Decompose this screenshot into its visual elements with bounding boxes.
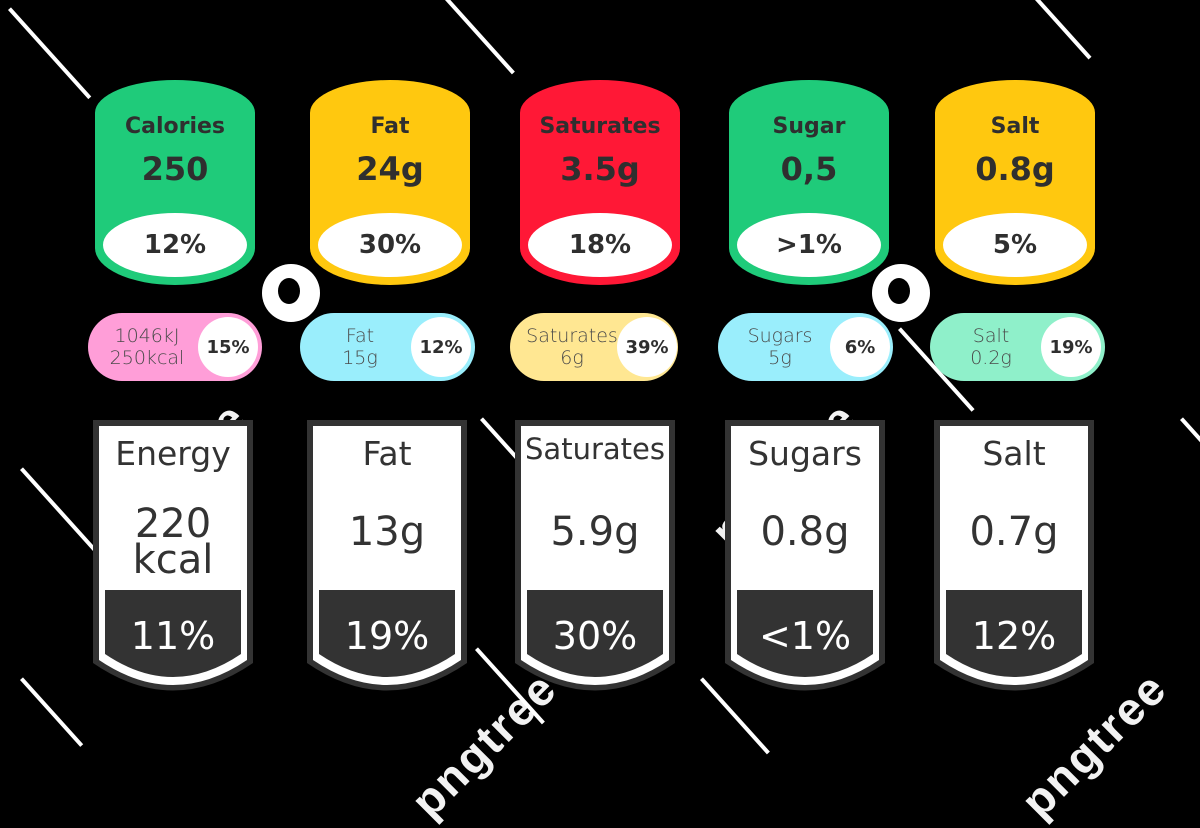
- percent-value: <1%: [758, 614, 852, 658]
- watermark-logo-icon: [262, 264, 320, 322]
- pill-label-saturates: Saturates 6g 39%: [510, 313, 678, 381]
- pill-label-salt: Salt 0.2g 19%: [930, 313, 1105, 381]
- traffic-label-saturates: Saturates 3.5g 18%: [520, 80, 680, 285]
- percent-circle: 6%: [830, 317, 890, 377]
- watermark-line: [8, 7, 92, 100]
- pill-line2: 6g: [560, 347, 584, 369]
- pill-line1: Sugars: [747, 325, 813, 347]
- shield-label-sugars: Sugars 0.8g <1%: [723, 418, 887, 702]
- nutrient-amount: 3.5g: [560, 150, 640, 188]
- percent-badge: 12%: [103, 213, 247, 277]
- percent-badge: 30%: [318, 213, 462, 277]
- watermark-line: [1180, 417, 1200, 480]
- pill-text: Sugars 5g: [718, 321, 842, 373]
- pill-text: Fat 15g: [300, 321, 420, 373]
- watermark-line: [445, 0, 515, 75]
- nutrient-amount: 220: [134, 501, 212, 547]
- pill-line1: Saturates: [526, 325, 618, 347]
- watermark-logo-icon: [872, 264, 930, 322]
- pill-label-sugars: Sugars 5g 6%: [718, 313, 893, 381]
- pill-line2: 0.2g: [970, 347, 1012, 369]
- nutrient-amount: 24g: [356, 150, 424, 188]
- shield-label-salt: Salt 0.7g 12%: [932, 418, 1096, 702]
- shield-label-energy: Energy 220 kcal 11%: [91, 418, 255, 702]
- traffic-label-salt: Salt 0.8g 5%: [935, 80, 1095, 285]
- pill-line1: Salt: [972, 325, 1010, 347]
- pill-line2: 15g: [342, 347, 378, 369]
- shield-shape: [934, 420, 1094, 691]
- nutrient-name: Energy: [115, 434, 231, 473]
- shield-label-saturates: Saturates 5.9g 30%: [513, 418, 677, 702]
- watermark-line: [20, 677, 84, 747]
- percent-circle: 12%: [411, 317, 471, 377]
- traffic-label-sugar: Sugar 0,5 >1%: [729, 80, 889, 285]
- shield-shape: [93, 420, 253, 691]
- nutrient-amount: 0,5: [780, 150, 838, 188]
- percent-circle: 15%: [198, 317, 258, 377]
- pill-line1: Fat: [345, 325, 375, 347]
- percent-circle: 39%: [617, 317, 677, 377]
- nutrient-unit: kcal: [132, 537, 214, 583]
- watermark-line: [1035, 0, 1092, 60]
- pill-text: 1046kJ 250kcal: [88, 321, 206, 373]
- shield-shape: [515, 420, 675, 691]
- nutrient-name: Fat: [370, 114, 410, 139]
- shield-shape: [307, 420, 467, 691]
- pill-text: Salt 0.2g: [930, 321, 1052, 373]
- nutrient-amount: 13g: [348, 509, 426, 555]
- nutrient-amount: 0.8g: [975, 150, 1055, 188]
- pill-line2: 5g: [768, 347, 792, 369]
- nutrient-name: Fat: [362, 434, 412, 473]
- nutrient-name: Sugars: [748, 434, 862, 473]
- percent-badge: 18%: [528, 213, 672, 277]
- pill-text: Saturates 6g: [510, 321, 634, 373]
- percent-value: 19%: [344, 614, 430, 658]
- pill-line2: 250kcal: [109, 347, 185, 369]
- shield-label-fat: Fat 13g 19%: [305, 418, 469, 702]
- nutrient-name: Calories: [124, 114, 226, 139]
- traffic-label-fat: Fat 24g 30%: [310, 80, 470, 285]
- shield-shape: [725, 420, 885, 691]
- nutrient-name: Saturates: [525, 432, 665, 466]
- nutrient-amount: 5.9g: [550, 509, 640, 555]
- pill-line1: 1046kJ: [114, 325, 180, 347]
- nutrient-name: Salt: [990, 114, 1040, 139]
- pill-label-energy: 1046kJ 250kcal 15%: [88, 313, 262, 381]
- nutrient-name: Sugar: [772, 114, 846, 139]
- percent-badge: >1%: [737, 213, 881, 277]
- percent-circle: 19%: [1041, 317, 1101, 377]
- percent-value: 11%: [130, 614, 216, 658]
- nutrient-amount: 0.8g: [760, 509, 850, 555]
- pill-label-fat: Fat 15g 12%: [300, 313, 475, 381]
- percent-value: 30%: [552, 614, 638, 658]
- percent-value: 12%: [971, 614, 1057, 658]
- nutrient-amount: 250: [141, 150, 209, 188]
- percent-badge: 5%: [943, 213, 1087, 277]
- nutrient-amount: 0.7g: [969, 509, 1059, 555]
- nutrient-name: Salt: [982, 434, 1046, 473]
- traffic-label-calories: Calories 250 12%: [95, 80, 255, 285]
- nutrient-name: Saturates: [539, 114, 661, 139]
